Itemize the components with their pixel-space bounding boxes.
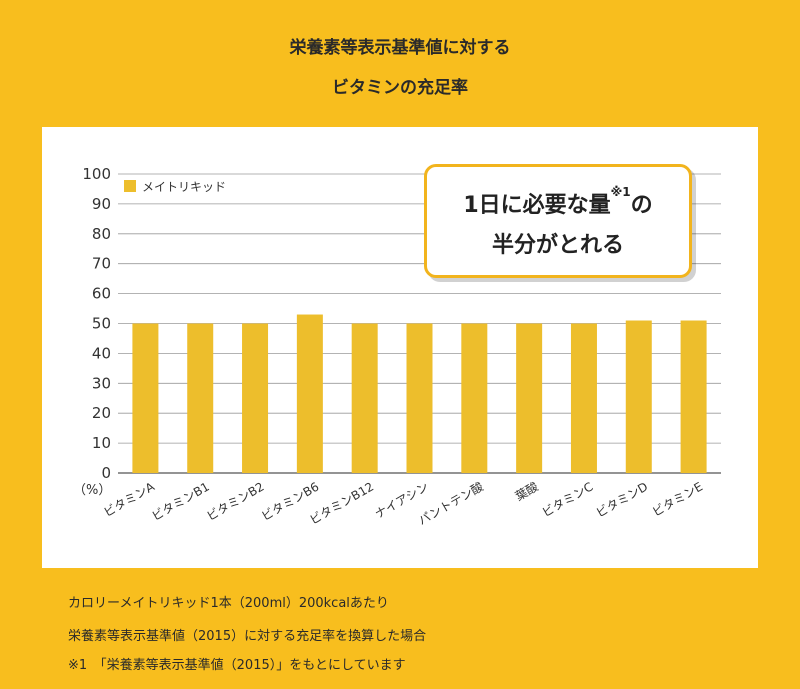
note-conversion: 栄養素等表示基準値（2015）に対する充足率を換算した場合 <box>68 629 427 644</box>
y-axis: 0 10 20 30 40 50 60 70 80 90 100 （%） <box>73 165 111 498</box>
x-tick-label: ビタミンE <box>650 479 705 519</box>
bar <box>516 323 543 473</box>
callout-line1: 1日に必要な量※1の <box>427 185 689 219</box>
y-tick-label: 10 <box>92 434 111 452</box>
legend-swatch <box>124 180 136 192</box>
bar <box>625 320 652 473</box>
y-tick-label: 50 <box>92 315 111 333</box>
bar <box>351 323 378 473</box>
x-tick-label: ビタミンD <box>594 479 651 520</box>
y-tick-label: 0 <box>101 464 111 482</box>
bar <box>406 323 433 473</box>
chart-title-line1: 栄養素等表示基準値に対する <box>289 38 511 58</box>
legend-label: メイトリキッド <box>142 180 226 194</box>
callout-line2: 半分がとれる <box>491 233 624 258</box>
y-tick-label: 60 <box>92 285 111 303</box>
callout-main: 1日に必要な量 <box>463 193 611 218</box>
note-serving: カロリーメイトリキッド1本（200ml）200kcalあたり <box>68 596 389 611</box>
x-tick-label: 葉酸 <box>512 479 540 504</box>
bar <box>242 323 269 473</box>
y-tick-label: 40 <box>92 344 111 362</box>
bar <box>132 323 159 473</box>
bar <box>570 323 597 473</box>
legend: メイトリキッド <box>124 180 226 194</box>
bar <box>461 323 488 473</box>
callout-end: の <box>630 193 653 218</box>
x-tick-label: ビタミンC <box>540 479 596 519</box>
x-tick-label: ビタミンB2 <box>204 479 266 523</box>
y-tick-label: 90 <box>92 195 111 213</box>
bar <box>680 320 707 473</box>
x-axis: ビタミンAビタミンB1ビタミンB2ビタミンB6ビタミンB12ナイアシンパントテン… <box>101 479 705 528</box>
callout-footnote-mark: ※1 <box>610 185 631 199</box>
bar <box>187 323 214 473</box>
y-tick-label: 100 <box>82 165 111 183</box>
note-footnote: ※1 「栄養素等表示基準値（2015）」をもとにしています <box>68 658 406 673</box>
y-tick-label: 30 <box>92 374 111 392</box>
bar <box>296 314 323 473</box>
y-unit-label: （%） <box>73 483 111 498</box>
y-tick-label: 20 <box>92 404 111 422</box>
callout-box: 1日に必要な量※1の 半分がとれる <box>424 164 692 278</box>
chart-title-line2: ビタミンの充足率 <box>332 78 468 98</box>
bars <box>132 314 707 473</box>
x-tick-label: ビタミンB1 <box>149 479 211 523</box>
y-tick-label: 80 <box>92 225 111 243</box>
y-tick-label: 70 <box>92 255 111 273</box>
